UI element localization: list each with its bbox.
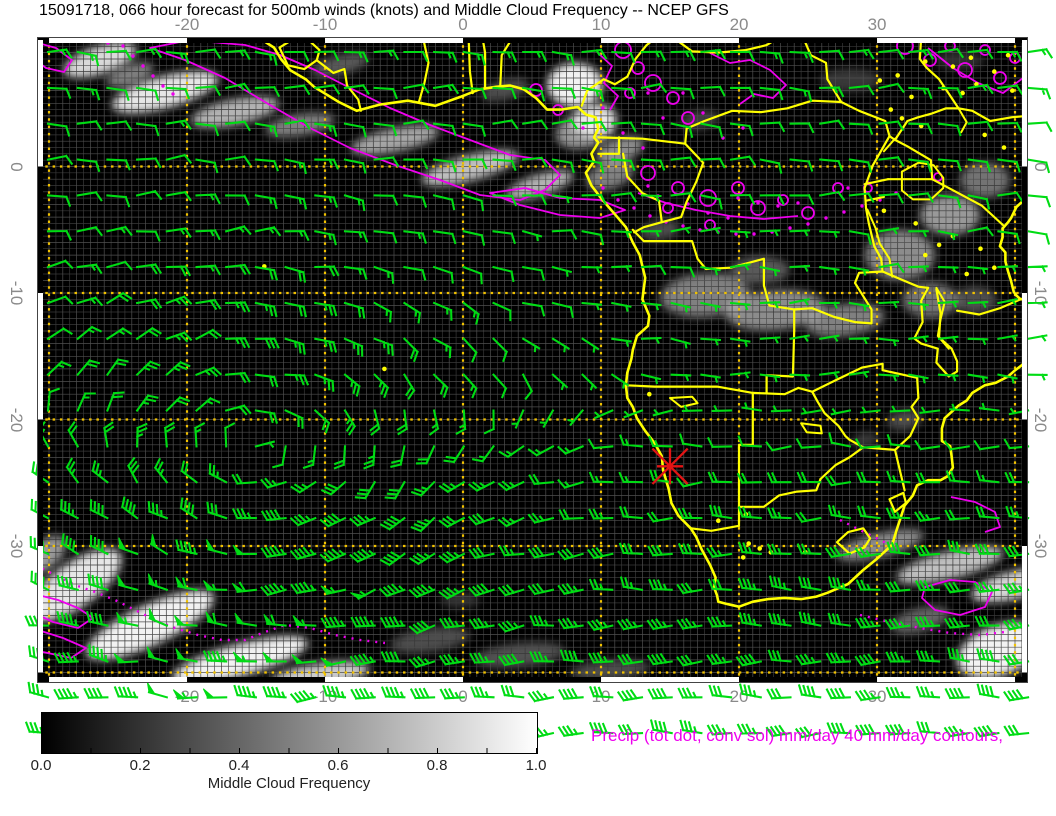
left-tick-label: -20: [7, 407, 26, 432]
bottom-tick-label: 20: [729, 687, 749, 706]
page-title: 15091718, 066 hour forecast for 500mb wi…: [39, 2, 729, 19]
colorbar-tick-label: 0.2: [129, 757, 151, 774]
forecast-map: [24, 37, 1054, 740]
right-tick-label: -20: [1031, 407, 1050, 432]
colorbar-tick-label: 0.0: [30, 757, 52, 774]
colorbar-tick-label: 1.0: [525, 757, 547, 774]
colorbar-tick-label: 0.8: [426, 757, 448, 774]
top-tick-label: 0: [458, 15, 468, 34]
map-canvas: [24, 38, 1054, 740]
bottom-tick-label: -10: [312, 687, 338, 706]
precip-legend-text: Precip (tot dot, conv sol) mm/day 40 mm/…: [591, 726, 1003, 745]
left-tick-label: -10: [7, 280, 26, 306]
colorbar-tick-label: 0.6: [327, 757, 349, 774]
right-tick-label: -30: [1031, 533, 1050, 559]
top-tick-label: 10: [591, 15, 611, 34]
top-tick-label: 30: [867, 15, 887, 34]
top-tick-label: 20: [729, 15, 749, 34]
site-marker-star-icon: [651, 447, 689, 485]
top-tick-label: -10: [312, 15, 338, 34]
wind-barb-layer: [24, 47, 1054, 740]
bottom-tick-label: 30: [867, 687, 887, 706]
left-tick-label: -30: [7, 533, 26, 559]
colorbar-minor-ticks: [42, 748, 537, 753]
precip-contour-layer: [38, 38, 1024, 659]
zebra-frame: [38, 38, 1027, 682]
bottom-tick-label: -20: [174, 687, 200, 706]
colorbar-tick-label: 0.4: [228, 757, 250, 774]
left-tick-label: 0: [7, 161, 26, 172]
top-tick-label: -20: [174, 15, 200, 34]
cloud-frequency-colorbar: [41, 712, 538, 754]
dotted-gridline-layer: [38, 38, 1027, 682]
colorbar-caption: Middle Cloud Frequency: [207, 775, 371, 792]
